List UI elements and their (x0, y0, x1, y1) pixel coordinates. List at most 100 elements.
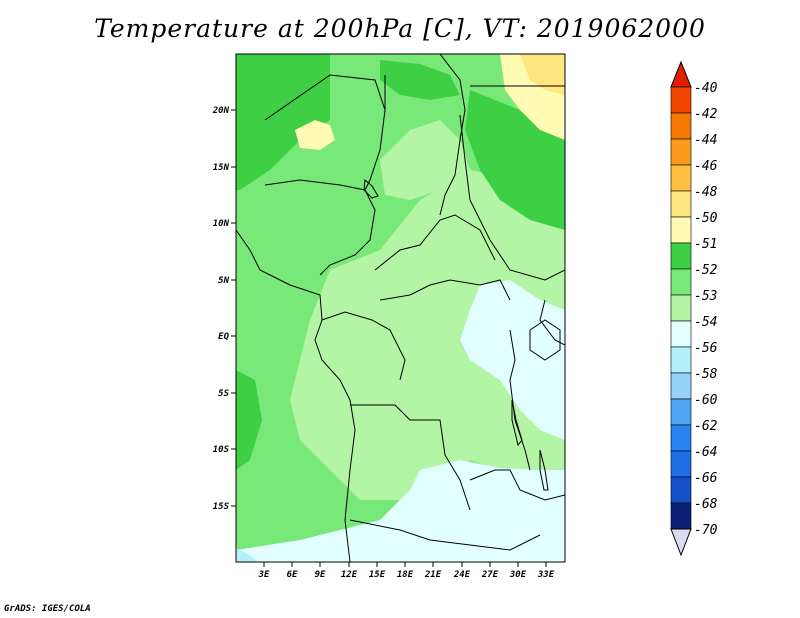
colorbar-label: -42 (694, 107, 718, 122)
lat-tick-label: EQ (218, 332, 229, 342)
lon-tick-label: 15E (369, 570, 386, 580)
lat-tick: EQ (218, 332, 236, 342)
field-c58-corner (236, 548, 258, 562)
colorbar-segment (670, 164, 692, 192)
lon-tick-label: 3E (258, 570, 270, 580)
lon-tick: 6E (287, 562, 298, 580)
field-c54-north (380, 120, 470, 200)
lon-tick: 27E (481, 562, 499, 580)
lat-tick: 5S (218, 389, 236, 399)
colorbar-segment (670, 112, 692, 140)
lon-tick-label: 30E (509, 570, 527, 580)
colorbar-label: -60 (694, 393, 718, 408)
colorbar-label: -51 (694, 237, 717, 252)
colorbar-segment (670, 242, 692, 270)
border-namibia (349, 519, 541, 551)
field-c52-central (380, 60, 460, 100)
lon-tick-label: 6E (287, 570, 298, 580)
colorbar-label: -68 (694, 497, 718, 512)
colorbar-segment (670, 268, 692, 296)
colorbar-label: -62 (694, 419, 718, 434)
colorbar-label: -64 (694, 445, 717, 460)
border-algeria-niger (264, 74, 386, 121)
field-c50-northeast (520, 54, 565, 95)
field-c56-southeast (236, 460, 565, 562)
temperature-field (236, 54, 565, 562)
lon-tick-label: 18E (397, 570, 414, 580)
lon-tick: 24E (453, 562, 471, 580)
colorbar-label: -44 (694, 133, 717, 148)
colorbar-segment (670, 294, 692, 322)
lon-tick: 15E (369, 562, 386, 580)
colorbar-label: -52 (694, 263, 718, 278)
colorbar-label: -46 (694, 159, 718, 174)
map-frame (235, 53, 566, 563)
lake-victoria (529, 319, 561, 361)
lat-tick: 20N (212, 106, 236, 116)
lake-chad (363, 178, 379, 199)
lake-tanganyika (511, 399, 523, 447)
colorbar-segment (670, 398, 692, 426)
colorbar-segment (670, 502, 692, 530)
lat-axis: 20N 15N 10N 5N EQ 5S 10S 15S (212, 106, 236, 512)
colorbar-segment (670, 320, 692, 348)
colorbar-label: -48 (694, 185, 718, 200)
coastline-west (236, 229, 356, 562)
grads-credit: GrADS: IGES/COLA (4, 604, 91, 614)
colorbar-label: -66 (694, 471, 718, 486)
lon-tick: 33E (537, 562, 555, 580)
border-libya-chad (439, 54, 466, 216)
lon-tick: 30E (509, 562, 527, 580)
map-title: Temperature at 200hPa [C], VT: 201906200… (94, 14, 706, 43)
lon-tick: 3E (258, 562, 270, 580)
field-c51-north (295, 120, 335, 150)
colorbar-label: -53 (694, 289, 717, 304)
colorbar-label: -56 (694, 341, 718, 356)
colorbar-label: -50 (694, 211, 718, 226)
border-drc-zambia (469, 469, 565, 501)
field-c54-central (290, 170, 565, 500)
border-east (539, 299, 565, 346)
lat-tick-label: 20N (212, 106, 230, 116)
colorbar-segment (670, 138, 692, 166)
colorbar-segment (670, 346, 692, 374)
lat-tick-label: 5S (218, 389, 229, 399)
border-car-drc (379, 279, 511, 301)
lat-tick-label: 5N (218, 276, 229, 286)
lon-tick: 12E (341, 562, 358, 580)
field-c52-west (236, 370, 262, 470)
colorbar-segment (670, 424, 692, 452)
country-boundaries (236, 54, 565, 562)
colorbar-label: -70 (694, 523, 718, 538)
border-drc-angola (350, 404, 471, 511)
field-c52-north (236, 54, 330, 190)
colorbar-segment (670, 476, 692, 504)
border-sudan (459, 114, 565, 281)
lat-tick: 15S (213, 502, 236, 512)
lat-tick-label: 15S (213, 502, 230, 512)
lat-tick-label: 10S (213, 445, 230, 455)
colorbar-segment (670, 190, 692, 218)
field-c56-east (460, 280, 565, 440)
lake-malawi (539, 449, 549, 491)
lon-tick-label: 9E (315, 570, 326, 580)
colorbar: -40 -42 -44 -46 -48 -50 -51 -52 -53 -54 … (670, 60, 718, 557)
border-congo-gabon (321, 311, 406, 381)
colorbar-segment (670, 372, 692, 400)
border-chad-car (374, 214, 496, 271)
lon-tick-label: 21E (424, 570, 442, 580)
colorbar-label: -54 (694, 315, 717, 330)
lat-tick-label: 10N (213, 219, 230, 229)
colorbar-segment (670, 450, 692, 478)
lat-tick: 15N (213, 163, 236, 173)
lon-axis: 3E 6E 9E 12E 15E 18E 21E 24E 27E 30E 33E (258, 562, 555, 580)
lon-tick: 18E (397, 562, 414, 580)
lon-tick-label: 12E (341, 570, 358, 580)
lon-tick: 21E (424, 562, 442, 580)
colorbar-segment (670, 216, 692, 244)
lat-tick: 5N (218, 276, 236, 286)
lat-tick-label: 15N (213, 163, 230, 173)
colorbar-segment (670, 86, 692, 114)
colorbar-top-arrow (670, 60, 692, 88)
